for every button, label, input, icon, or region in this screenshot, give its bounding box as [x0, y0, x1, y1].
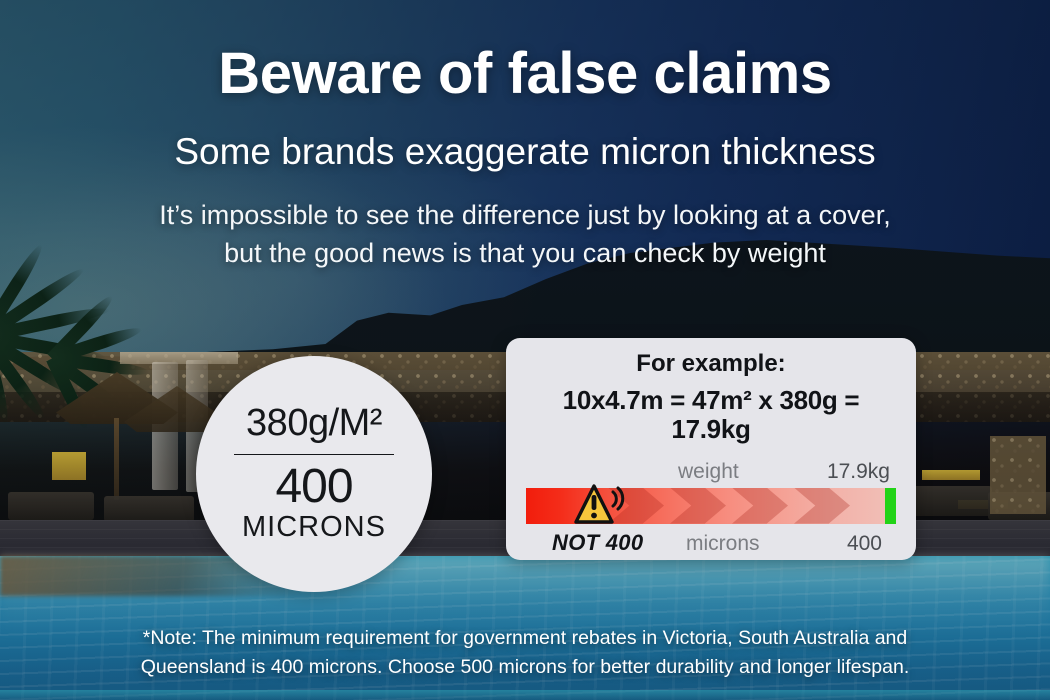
bar-bottom-label-row: NOT 400 microns 400 [526, 530, 896, 560]
background-yellow-accent-right [922, 470, 980, 480]
background-pool-far-lane [0, 690, 1050, 700]
footnote: *Note: The minimum requirement for gover… [0, 624, 1050, 683]
background-lounger-b [104, 496, 194, 522]
footnote-line-2: Queensland is 400 microns. Choose 500 mi… [140, 655, 910, 678]
bar-value-microns: 400 [846, 531, 882, 555]
example-card-title: For example: [636, 350, 786, 377]
bar-chevron [794, 487, 850, 524]
micron-gradient-bar [526, 483, 896, 524]
badge-weight-spec: 380g/M² [246, 401, 382, 444]
body-copy-line-2: but the good news is that you can check … [224, 238, 826, 269]
bar-chevron [670, 487, 726, 524]
bar-chevron [732, 487, 788, 524]
background-stone-pillar-right [990, 436, 1046, 514]
spec-circle-badge: 380g/M² 400 MICRONS [196, 356, 432, 592]
bar-label-weight: weight [678, 459, 739, 483]
bar-label-warning: NOT 400 [552, 529, 644, 555]
page-body-copy: It’s impossible to see the difference ju… [0, 196, 1050, 273]
page-headline: Beware of false claims [218, 41, 832, 106]
background-lounger-a [8, 492, 94, 520]
body-copy-line-1: It’s impossible to see the difference ju… [159, 200, 891, 230]
background-pergola [120, 352, 238, 364]
badge-micron-unit: MICRONS [242, 511, 386, 544]
badge-micron-value: 400 [275, 460, 353, 514]
warning-triangle-icon [574, 483, 625, 524]
example-card: For example: 10x4.7m = 47m² x 380g = 17.… [506, 338, 916, 560]
bar-target-end-cap [885, 487, 896, 524]
page-subheadline: Some brands exaggerate micron thickness [174, 131, 876, 172]
badge-divider [234, 453, 394, 456]
bar-value-weight: 17.9kg [826, 459, 890, 483]
background-umbrella-pole-one [114, 418, 119, 500]
footnote-line-1: *Note: The minimum requirement for gover… [142, 626, 908, 649]
bar-top-label-row: weight 17.9kg [526, 460, 896, 485]
background-yellow-accent-left [52, 452, 86, 480]
example-card-formula: 10x4.7m = 47m² x 380g = 17.9kg [562, 385, 860, 444]
bar-label-microns: microns [686, 531, 760, 555]
